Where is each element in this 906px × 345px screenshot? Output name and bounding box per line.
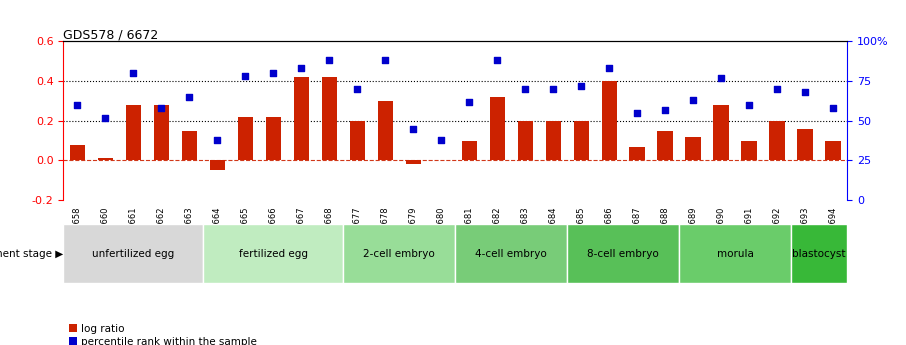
Bar bbox=[741, 141, 757, 160]
Point bbox=[574, 83, 589, 89]
Point bbox=[70, 102, 84, 108]
Point bbox=[658, 107, 672, 112]
Bar bbox=[630, 147, 645, 160]
Point bbox=[518, 86, 533, 92]
Bar bbox=[769, 121, 785, 160]
Point bbox=[602, 66, 616, 71]
Point bbox=[434, 137, 448, 142]
Point bbox=[406, 126, 420, 131]
Bar bbox=[63, 224, 203, 283]
Bar bbox=[343, 224, 456, 283]
Bar bbox=[98, 158, 113, 160]
Bar bbox=[406, 160, 421, 164]
Bar bbox=[602, 81, 617, 160]
Point bbox=[686, 97, 700, 103]
Bar bbox=[517, 121, 533, 160]
Point bbox=[630, 110, 644, 116]
Bar bbox=[489, 97, 505, 160]
Point bbox=[350, 86, 364, 92]
Bar bbox=[182, 131, 198, 160]
Point bbox=[238, 73, 253, 79]
Bar bbox=[567, 224, 680, 283]
Text: unfertilized egg: unfertilized egg bbox=[92, 249, 175, 258]
Text: fertilized egg: fertilized egg bbox=[239, 249, 308, 258]
Bar bbox=[203, 224, 343, 283]
Point bbox=[266, 70, 281, 76]
Bar bbox=[294, 77, 309, 160]
Bar bbox=[797, 129, 813, 160]
Text: 8-cell embryo: 8-cell embryo bbox=[587, 249, 659, 258]
Point bbox=[98, 115, 112, 120]
Point bbox=[826, 105, 841, 111]
Point bbox=[742, 102, 757, 108]
Text: development stage ▶: development stage ▶ bbox=[0, 249, 63, 258]
Bar bbox=[322, 77, 337, 160]
Bar bbox=[70, 145, 85, 160]
Point bbox=[322, 58, 336, 63]
Bar bbox=[456, 224, 567, 283]
Bar bbox=[573, 121, 589, 160]
Bar bbox=[265, 117, 281, 160]
Bar bbox=[350, 121, 365, 160]
Bar bbox=[126, 105, 141, 160]
Bar bbox=[154, 105, 169, 160]
Text: 2-cell embryo: 2-cell embryo bbox=[363, 249, 435, 258]
Point bbox=[714, 75, 728, 81]
Point bbox=[462, 99, 477, 105]
Text: morula: morula bbox=[717, 249, 754, 258]
Bar bbox=[461, 141, 477, 160]
Bar bbox=[686, 137, 701, 160]
Text: 4-cell embryo: 4-cell embryo bbox=[476, 249, 547, 258]
Bar bbox=[209, 160, 225, 170]
Point bbox=[378, 58, 392, 63]
Bar bbox=[545, 121, 561, 160]
Bar bbox=[713, 105, 728, 160]
Point bbox=[546, 86, 561, 92]
Legend: log ratio, percentile rank within the sample: log ratio, percentile rank within the sa… bbox=[69, 324, 257, 345]
Text: GDS578 / 6672: GDS578 / 6672 bbox=[63, 28, 159, 41]
Bar bbox=[378, 101, 393, 160]
Point bbox=[182, 94, 197, 100]
Point bbox=[126, 70, 140, 76]
Text: blastocyst: blastocyst bbox=[793, 249, 846, 258]
Point bbox=[294, 66, 309, 71]
Bar bbox=[680, 224, 791, 283]
Bar bbox=[658, 131, 673, 160]
Point bbox=[770, 86, 785, 92]
Bar bbox=[237, 117, 253, 160]
Bar bbox=[825, 141, 841, 160]
Point bbox=[154, 105, 169, 111]
Point bbox=[798, 89, 813, 95]
Point bbox=[490, 58, 505, 63]
Point bbox=[210, 137, 225, 142]
Bar bbox=[791, 224, 847, 283]
